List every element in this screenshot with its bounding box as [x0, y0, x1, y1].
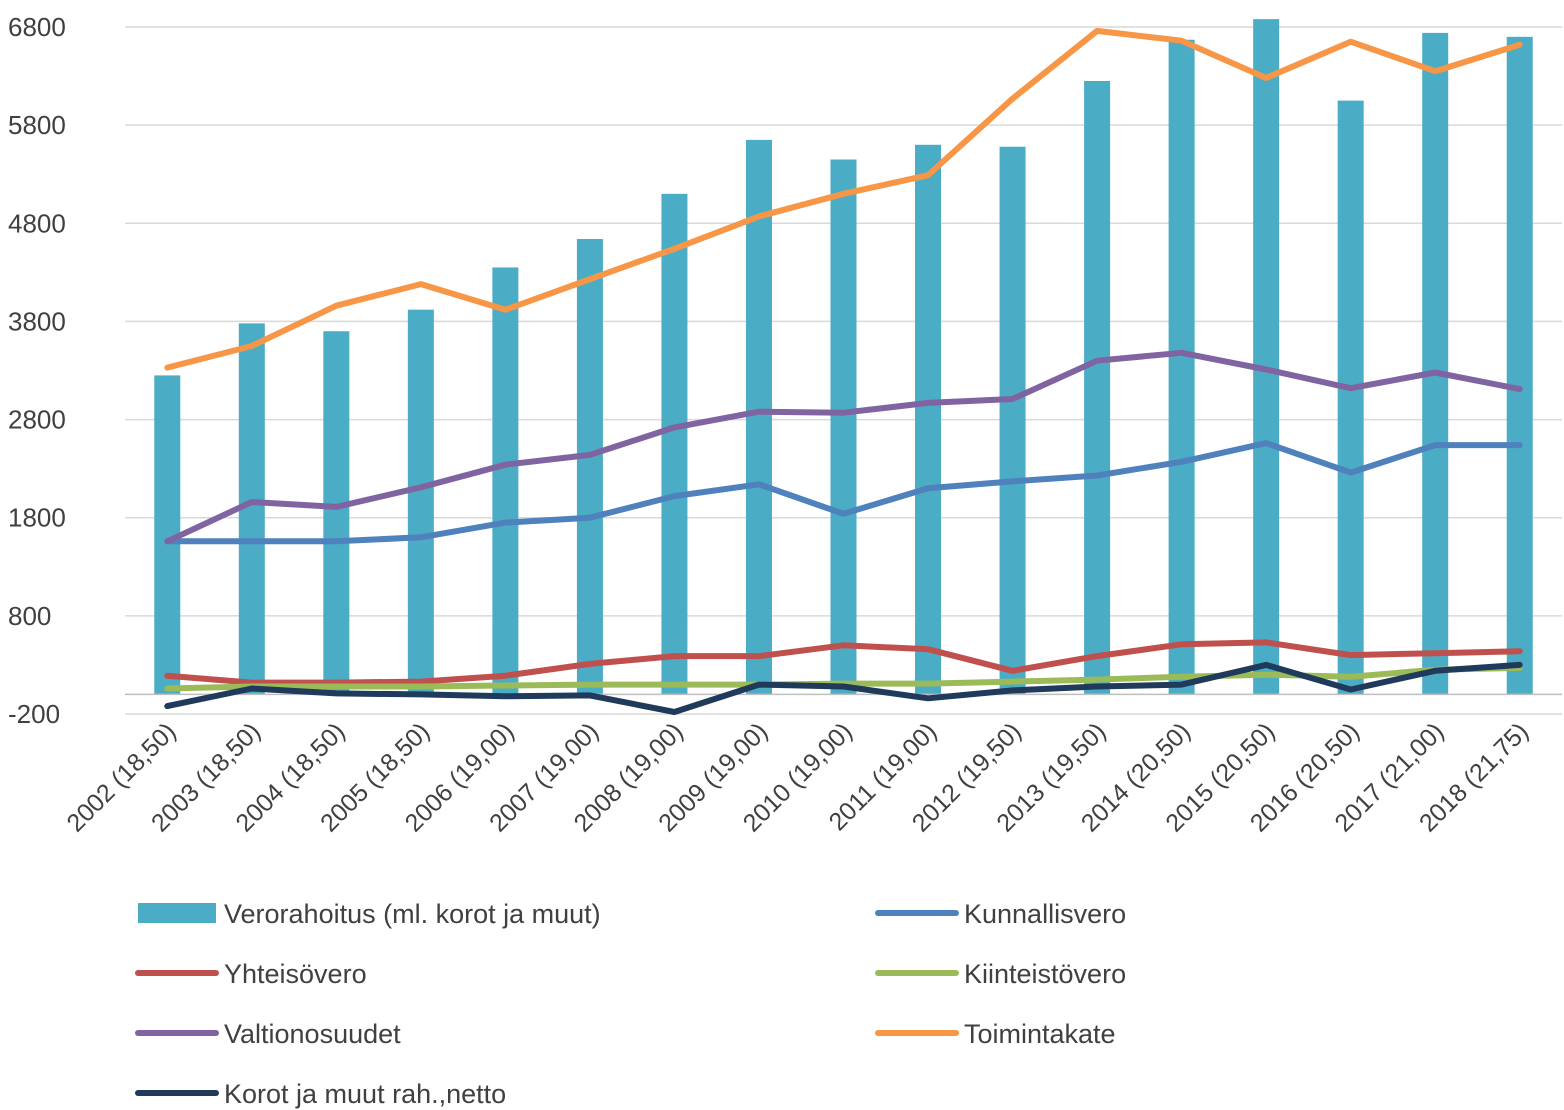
- x-axis-ticks: 2002 (18,50)2003 (18,50)2004 (18,50)2005…: [61, 717, 1534, 837]
- legend-label: Toimintakate: [964, 1019, 1116, 1049]
- series-line: [164, 27, 1523, 371]
- bar: [1168, 39, 1195, 695]
- bar: [1422, 32, 1449, 695]
- y-tick-label: 3800: [8, 306, 66, 336]
- bar: [1084, 80, 1111, 695]
- series-line: [164, 639, 1523, 686]
- legend-label: Kunnallisvero: [964, 899, 1126, 929]
- line-series: [164, 27, 1523, 715]
- bar: [1253, 19, 1280, 695]
- bar-series: [154, 19, 1533, 695]
- bar: [576, 238, 603, 695]
- legend-label: Verorahoitus (ml. korot ja muut): [224, 899, 601, 929]
- series-line: [164, 440, 1523, 545]
- bar: [661, 193, 688, 695]
- bar: [999, 146, 1026, 695]
- legend-swatch: [138, 903, 216, 923]
- y-tick-label: 4800: [8, 208, 66, 238]
- y-tick-label: 2800: [8, 405, 66, 435]
- bar: [323, 331, 350, 695]
- bar: [745, 139, 772, 695]
- bar: [830, 159, 857, 695]
- bar: [492, 267, 519, 695]
- y-tick-label: 5800: [8, 110, 66, 140]
- legend-label: Yhteisövero: [224, 959, 367, 989]
- bar: [915, 144, 942, 695]
- bar: [1337, 100, 1364, 695]
- y-tick-label: -200: [8, 699, 60, 729]
- series-line: [164, 349, 1523, 545]
- bar: [407, 309, 434, 695]
- y-tick-label: 1800: [8, 503, 66, 533]
- legend-label: Kiinteistövero: [964, 959, 1126, 989]
- series-line: [164, 661, 1523, 715]
- y-axis-ticks: -200 800 1800 2800 3800 4800 5800 6800: [8, 12, 66, 729]
- bar: [1506, 36, 1533, 695]
- y-tick-label: 800: [8, 601, 51, 631]
- y-tick-label: 6800: [8, 12, 66, 42]
- legend-label: Korot ja muut rah.,netto: [224, 1079, 506, 1109]
- legend: Verorahoitus (ml. korot ja muut) Kunnalli…: [135, 899, 1126, 1109]
- legend-label: Valtionosuudet: [224, 1019, 401, 1049]
